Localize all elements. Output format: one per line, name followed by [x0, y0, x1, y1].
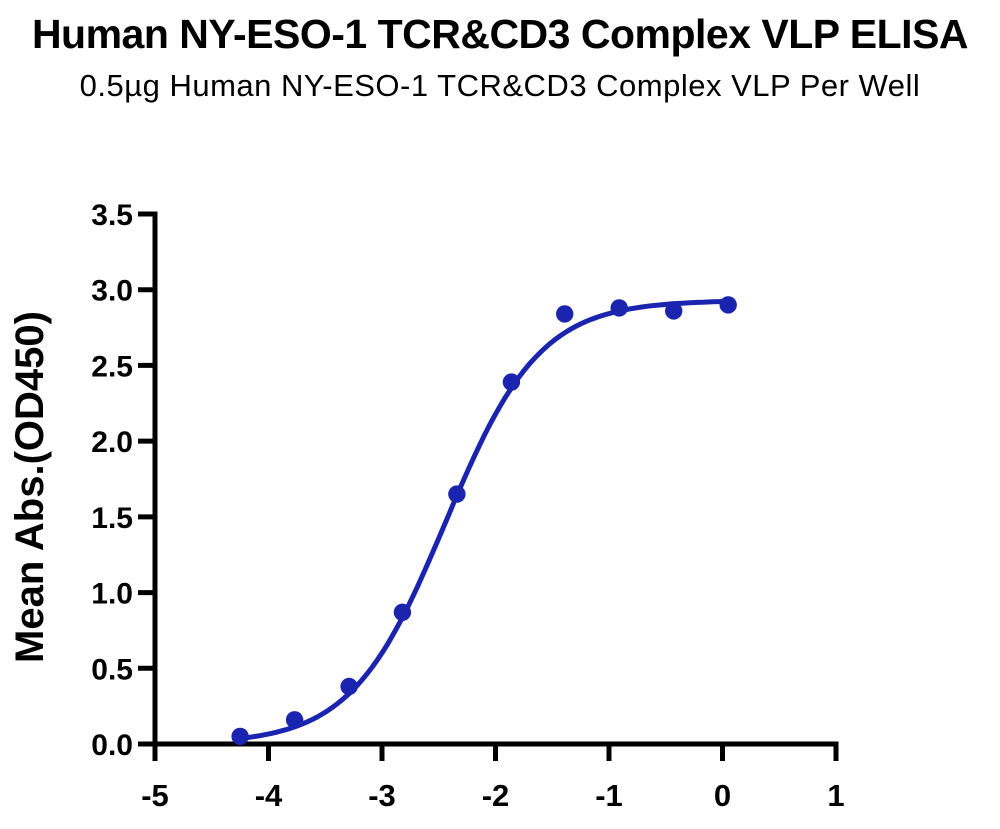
x-tick-label: -5	[141, 778, 169, 813]
x-tick-label: 0	[714, 778, 731, 813]
y-tick-label: 0.0	[91, 729, 133, 762]
x-tick-label: -3	[368, 778, 396, 813]
data-point	[610, 299, 628, 317]
y-tick-label: 1.5	[91, 502, 133, 535]
y-tick-label: 2.0	[91, 426, 133, 459]
data-point	[502, 373, 521, 391]
x-tick-label: -1	[595, 778, 623, 813]
y-tick-label: 3.5	[91, 199, 133, 232]
chart-subtitle: 0.5µg Human NY-ESO-1 TCR&CD3 Complex VLP…	[80, 68, 921, 103]
data-point	[448, 485, 466, 503]
data-point	[340, 677, 358, 696]
x-tick-label: 1	[827, 778, 844, 813]
data-point	[665, 302, 683, 320]
data-point	[719, 296, 737, 314]
data-point	[556, 305, 574, 323]
plot-area: -5 -4 -3 -2 -1 0 1 0.0 0.5 1.0 1.5 2.0 2.5 3.0 3.5	[91, 199, 844, 813]
x-tick-label: -4	[255, 778, 283, 813]
y-axis-title: Mean Abs.(OD450)	[8, 311, 52, 663]
y-tick-label: 2.5	[91, 350, 133, 383]
data-point	[231, 727, 249, 746]
data-point	[393, 603, 412, 621]
y-tick-label: 3.0	[91, 275, 133, 308]
y-tick-label: 0.5	[91, 653, 133, 686]
data-point	[285, 711, 304, 729]
axes	[152, 211, 839, 747]
x-tick-label: -2	[482, 778, 510, 813]
chart-title: Human NY-ESO-1 TCR&CD3 Complex VLP ELISA	[32, 11, 968, 57]
y-tick-label: 1.0	[91, 578, 133, 611]
fit-curve	[237, 298, 731, 741]
